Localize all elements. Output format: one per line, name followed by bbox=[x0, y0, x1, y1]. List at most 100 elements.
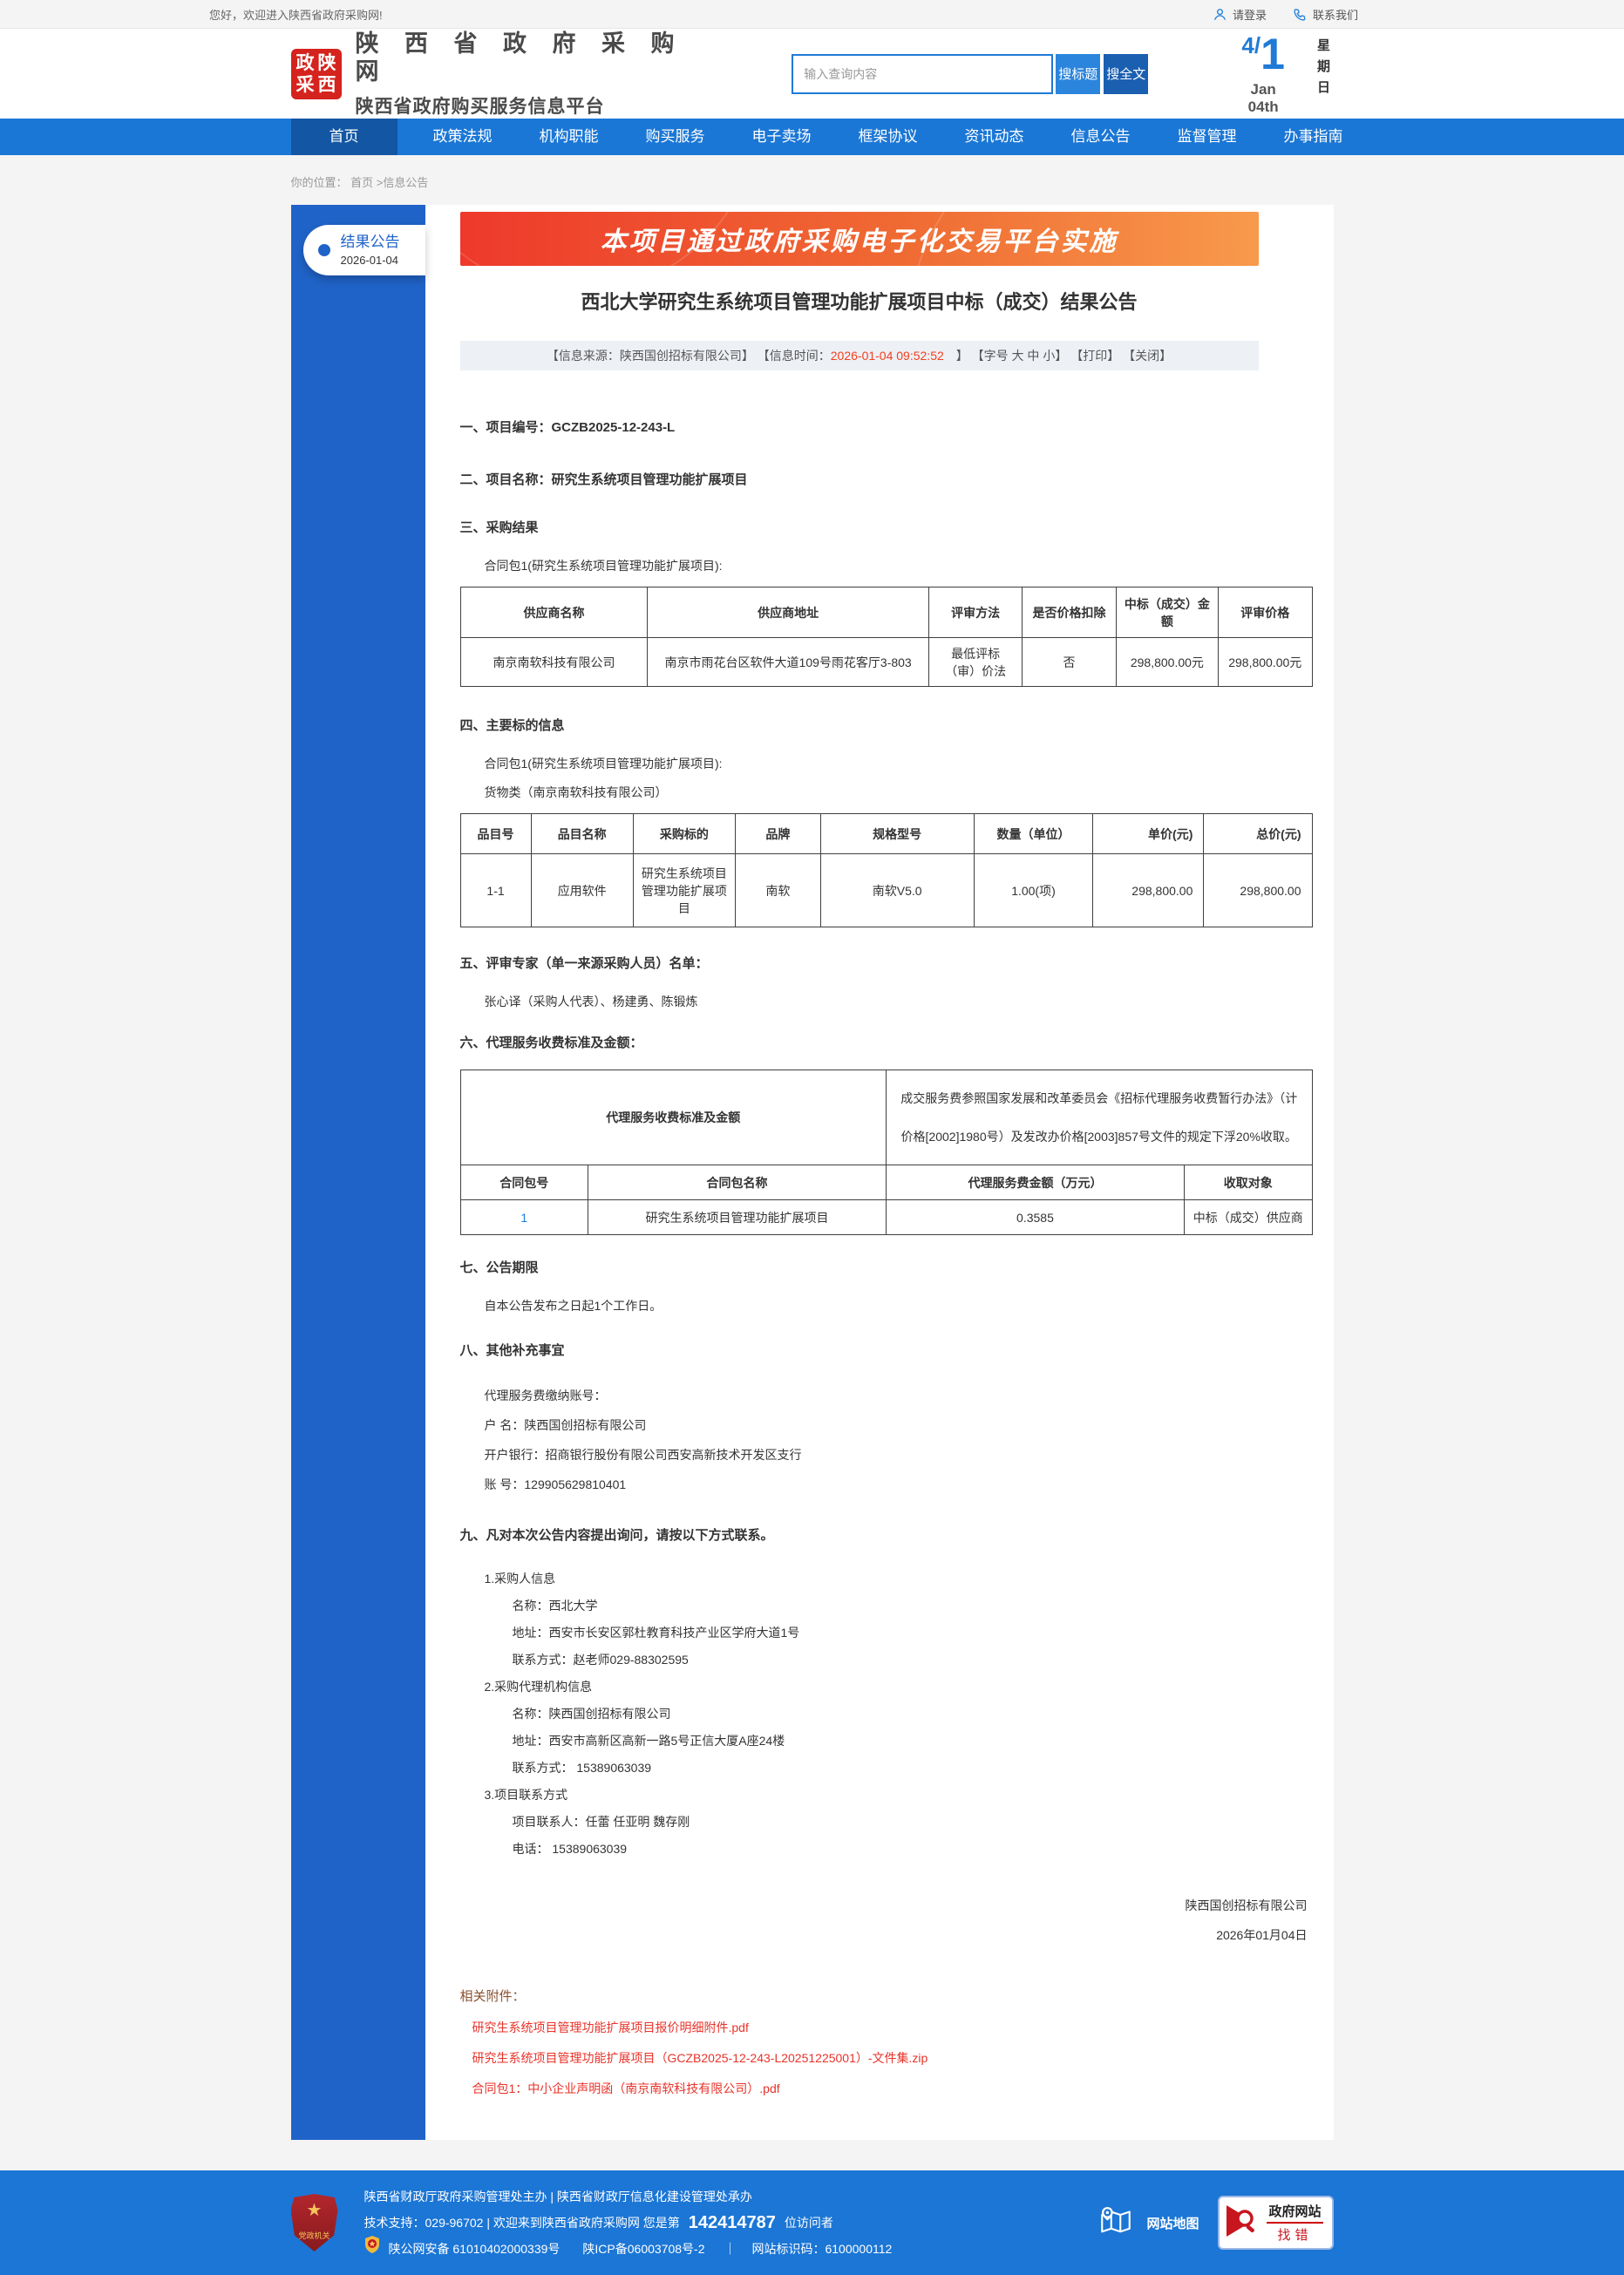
cell-review-price: 298,800.00元 bbox=[1218, 637, 1313, 687]
attachment-link-fileset-zip[interactable]: 研究生系统项目管理功能扩展项目（GCZB2025-12-243-L2025122… bbox=[472, 2051, 928, 2065]
breadcrumb: 你的位置： 首页 >信息公告 bbox=[291, 155, 1334, 205]
nav-item-framework[interactable]: 框架协议 bbox=[858, 128, 918, 145]
cell-brand: 南软 bbox=[735, 853, 821, 927]
article-main: 本项目通过政府采购电子化交易平台实施 西北大学研究生系统项目管理功能扩展项目中标… bbox=[425, 205, 1334, 2140]
attachment-link-quote-pdf[interactable]: 研究生系统项目管理功能扩展项目报价明细附件.pdf bbox=[472, 2020, 749, 2034]
topbar: 您好，欢迎进入陕西省政府采购网! 请登录 联系我们 bbox=[0, 0, 1624, 29]
search-input[interactable] bbox=[792, 53, 1054, 94]
contact-link[interactable]: 联系我们 bbox=[1293, 6, 1358, 23]
cell-quantity: 1.00(项) bbox=[973, 853, 1094, 927]
search-box: 搜标题 搜全文 bbox=[792, 53, 1149, 94]
platform-banner: 本项目通过政府采购电子化交易平台实施 bbox=[459, 212, 1259, 266]
nav-item-purchase-services[interactable]: 购买服务 bbox=[645, 128, 705, 145]
error-finder-icon bbox=[1225, 2204, 1260, 2243]
agency-fee-table: 代理服务收费标准及金额 成交服务费参照国家发展和改革委员会《招标代理服务收费暂行… bbox=[459, 1070, 1313, 1235]
breadcrumb-separator: > bbox=[376, 176, 384, 189]
col-header: 品目号 bbox=[459, 813, 532, 854]
rail-tab-result-announcement[interactable]: 结果公告 2026-01-04 bbox=[302, 225, 425, 275]
section-3-package-note: 合同包1(研究生系统项目管理功能扩展项目): bbox=[484, 559, 723, 573]
nav-item-home[interactable]: 首页 bbox=[290, 119, 398, 155]
account-name: 户 名：陕西国创招标有限公司 bbox=[484, 1418, 647, 1432]
close-button[interactable]: 【关闭】 bbox=[1123, 349, 1172, 363]
footer-beian-line: 陕公网安备 61010402000339号 陕ICP备06003708号-2 ｜… bbox=[364, 2236, 892, 2262]
map-icon bbox=[1097, 2203, 1134, 2243]
breadcrumb-current-link[interactable]: 信息公告 bbox=[383, 176, 429, 189]
signature-date: 2026年01月04日 bbox=[1216, 1928, 1308, 1942]
table-row: 南京南软科技有限公司 南京市雨花台区软件大道109号雨花客厅3-803 最低评标… bbox=[459, 637, 1313, 687]
table-header-row: 合同包号 合同包名称 代理服务费金额（万元） 收取对象 bbox=[459, 1165, 1313, 1200]
cell-fee-payer: 中标（成交）供应商 bbox=[1183, 1199, 1313, 1235]
section-4-main-subject: 四、主要标的信息 bbox=[459, 718, 565, 733]
project-contact-persons: 项目联系人：任蕾 任亚明 魏存刚 bbox=[512, 1815, 690, 1829]
rail-tab-title: 结果公告 bbox=[340, 234, 400, 250]
purchaser-name: 名称：西北大学 bbox=[512, 1599, 598, 1613]
items-table: 品目号 品目名称 采购标的 品牌 规格型号 数量（单位） 单价(元) 总价(元)… bbox=[459, 813, 1313, 927]
site-title: 陕 西 省 政 府 采 购 网 bbox=[355, 30, 684, 85]
bank-name: 开户银行：招商银行股份有限公司西安高新技术开发区支行 bbox=[484, 1448, 802, 1462]
user-icon bbox=[1213, 7, 1227, 22]
police-badge-icon bbox=[364, 2236, 380, 2262]
shield-star-icon: ★ bbox=[306, 2201, 323, 2220]
table-row: 代理服务收费标准及金额 成交服务费参照国家发展和改革委员会《招标代理服务收费暂行… bbox=[459, 1070, 1313, 1165]
col-header: 采购标的 bbox=[632, 813, 737, 854]
font-size-controls[interactable]: 【字号 大 中 小】 bbox=[971, 349, 1068, 363]
table-header-row: 品目号 品目名称 采购标的 品牌 规格型号 数量（单位） 单价(元) 总价(元) bbox=[459, 813, 1313, 854]
beian-public-security-link[interactable]: 陕公网安备 61010402000339号 bbox=[388, 2242, 561, 2256]
shield-label: 党政机关 bbox=[298, 2231, 330, 2240]
login-link[interactable]: 请登录 bbox=[1213, 6, 1267, 23]
site-logo[interactable]: 政 陕 采 西 bbox=[290, 48, 342, 99]
cell-subject: 研究生系统项目管理功能扩展项目 bbox=[632, 853, 737, 927]
nav-item-announcements[interactable]: 信息公告 bbox=[1070, 128, 1131, 145]
nav-item-e-mall[interactable]: 电子卖场 bbox=[751, 128, 812, 145]
badge-gov-site-label: 政府网站 bbox=[1267, 2202, 1323, 2224]
gov-site-error-report-badge[interactable]: 政府网站 找错 bbox=[1218, 2196, 1334, 2250]
col-header: 是否价格扣除 bbox=[1022, 587, 1117, 638]
search-title-button[interactable]: 搜标题 bbox=[1056, 53, 1101, 94]
nav-item-functions[interactable]: 机构职能 bbox=[539, 128, 599, 145]
logo-char: 采 bbox=[296, 73, 315, 95]
cell-supplier-name: 南京南软科技有限公司 bbox=[459, 637, 649, 687]
footer-right-block: 网站地图 政府网站 找错 bbox=[1097, 2196, 1334, 2250]
cell-package-no-link[interactable]: 1 bbox=[459, 1199, 589, 1235]
nav-item-guide[interactable]: 办事指南 bbox=[1283, 128, 1343, 145]
topbar-actions: 请登录 联系我们 bbox=[1213, 6, 1358, 23]
agency-contact: 联系方式： 15389063039 bbox=[512, 1761, 652, 1775]
date-month: 4/ bbox=[1241, 31, 1261, 58]
welcome-text: 您好，欢迎进入陕西省政府采购网! bbox=[209, 8, 383, 22]
section-3-result: 三、采购结果 bbox=[459, 520, 539, 535]
breadcrumb-prefix: 你的位置： bbox=[290, 176, 348, 189]
section-7-announcement-period: 七、公告期限 bbox=[459, 1260, 539, 1275]
cell-package-name: 研究生系统项目管理功能扩展项目 bbox=[588, 1199, 887, 1235]
phone-icon bbox=[1293, 7, 1308, 22]
badge-find-error-label: 找错 bbox=[1277, 2228, 1313, 2243]
print-button[interactable]: 【打印】 bbox=[1070, 349, 1120, 363]
nav-item-news[interactable]: 资讯动态 bbox=[964, 128, 1024, 145]
supplier-result-table: 供应商名称 供应商地址 评审方法 是否价格扣除 中标（成交）金额 评审价格 南京… bbox=[459, 587, 1313, 687]
attachment-link-sme-declaration-pdf[interactable]: 合同包1：中小企业声明函（南京南软科技有限公司）.pdf bbox=[472, 2081, 780, 2095]
col-header: 代理服务费金额（万元） bbox=[885, 1165, 1185, 1200]
login-label: 请登录 bbox=[1232, 8, 1267, 22]
section-6-agency-fee: 六、代理服务收费标准及金额： bbox=[459, 1036, 643, 1050]
rail-tab-date: 2026-01-04 bbox=[340, 254, 399, 267]
col-header: 单价(元) bbox=[1092, 813, 1205, 854]
footer-separator: ｜ bbox=[724, 2242, 737, 2256]
section-4-goods-note: 货物类（南京南软科技有限公司） bbox=[484, 785, 668, 799]
purchaser-address: 地址：西安市长安区郭杜教育科技产业区学府大道1号 bbox=[512, 1626, 800, 1640]
breadcrumb-home-link[interactable]: 首页 bbox=[350, 176, 374, 189]
col-header: 规格型号 bbox=[819, 813, 975, 854]
nav-item-supervision[interactable]: 监督管理 bbox=[1177, 128, 1237, 145]
project-contact-phone: 电话： 15389063039 bbox=[512, 1842, 628, 1856]
section-7-period-note: 自本公告发布之日起1个工作日。 bbox=[484, 1299, 663, 1313]
cell-model: 南软V5.0 bbox=[819, 853, 975, 927]
date-day: 1 bbox=[1260, 29, 1285, 78]
col-header: 合同包名称 bbox=[588, 1165, 887, 1200]
search-fulltext-button[interactable]: 搜全文 bbox=[1104, 53, 1149, 94]
beian-icp-link[interactable]: 陕ICP备06003708号-2 bbox=[582, 2242, 705, 2256]
party-government-shield-icon: ★ 党政机关 bbox=[290, 2194, 338, 2251]
sitemap-link[interactable]: 网站地图 bbox=[1097, 2203, 1199, 2243]
col-header: 供应商名称 bbox=[459, 587, 649, 638]
meta-source: 【信息来源：陕西国创招标有限公司】 bbox=[546, 349, 754, 363]
col-header: 合同包号 bbox=[459, 1165, 589, 1200]
nav-item-policies[interactable]: 政策法规 bbox=[432, 128, 493, 145]
section-8-supplementary: 八、其他补充事宜 bbox=[459, 1343, 565, 1358]
